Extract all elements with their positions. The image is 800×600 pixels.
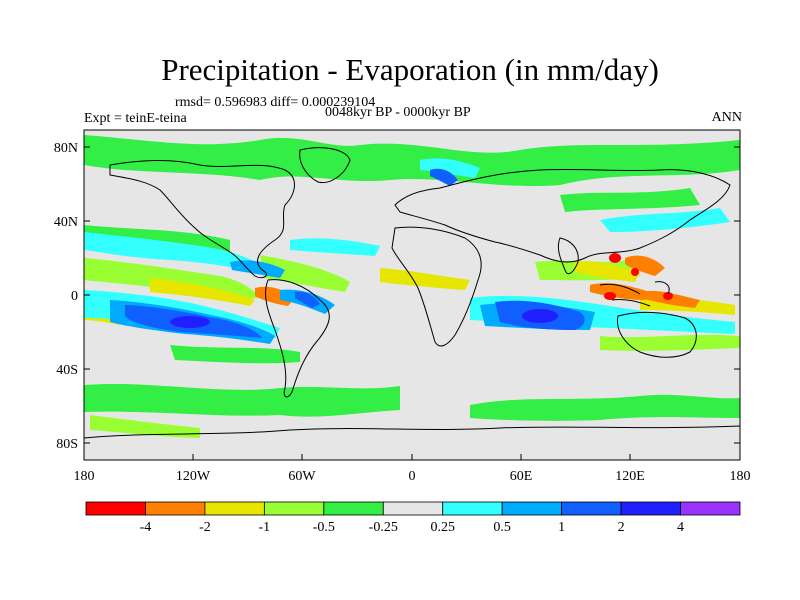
lon-tick-label: 120W — [176, 469, 211, 484]
pme-red-areas — [604, 253, 673, 300]
colorbar-box — [561, 501, 622, 516]
lat-tick-label: 80N — [54, 141, 78, 156]
colorbar-label: 4 — [677, 520, 685, 535]
colorbar-label: 0.25 — [430, 520, 455, 535]
lat-tick-label: 80S — [56, 437, 78, 452]
period-label: 0048kyr BP - 0000kyr BP — [325, 105, 471, 120]
colorbar-label: -1 — [258, 520, 271, 535]
experiment-label: Expt = teinE-teina — [84, 111, 187, 126]
colorbar-box — [263, 501, 325, 516]
colorbar-box — [323, 501, 384, 516]
season-label: ANN — [711, 110, 742, 125]
pme-green-areas — [84, 135, 740, 421]
colorbar-box — [382, 501, 444, 516]
plot-title: Precipitation - Evaporation (in mm/day) — [161, 52, 659, 87]
colorbar — [85, 501, 741, 516]
lon-tick-label: 60W — [288, 469, 316, 484]
colorbar-box — [442, 501, 503, 516]
colorbar-label: -4 — [139, 520, 152, 535]
colorbar-box — [620, 501, 681, 516]
colorbar-label: 0.5 — [493, 520, 511, 535]
colorbar-box — [85, 501, 146, 516]
colorbar-label: -0.25 — [368, 520, 398, 535]
colorbar-label: 2 — [617, 520, 625, 535]
colorbar-box — [145, 501, 206, 516]
lon-tick-label: 180 — [74, 469, 95, 484]
pme-field — [84, 130, 740, 460]
lon-tick-label: 180 — [730, 469, 751, 484]
colorbar-box — [204, 501, 265, 516]
colorbar-label: -0.5 — [312, 520, 335, 535]
colorbar-box — [680, 501, 741, 516]
lon-tick-label: 0 — [409, 469, 416, 484]
lon-tick-label: 60E — [510, 469, 533, 484]
lat-tick-label: 40N — [54, 215, 78, 230]
pme-darkblue-areas — [170, 309, 558, 328]
colorbar-label: -2 — [199, 520, 211, 535]
colorbar-box — [501, 501, 563, 516]
axis-ticks — [83, 146, 741, 460]
rmsd-diff-stats: rmsd= 0.596983 diff= 0.000239104 — [175, 95, 376, 110]
lon-tick-label: 120E — [615, 469, 645, 484]
colorbar-label: 1 — [558, 520, 566, 535]
lat-tick-label: 40S — [56, 363, 78, 378]
coastlines — [84, 147, 740, 439]
lat-tick-label: 0 — [71, 289, 78, 304]
